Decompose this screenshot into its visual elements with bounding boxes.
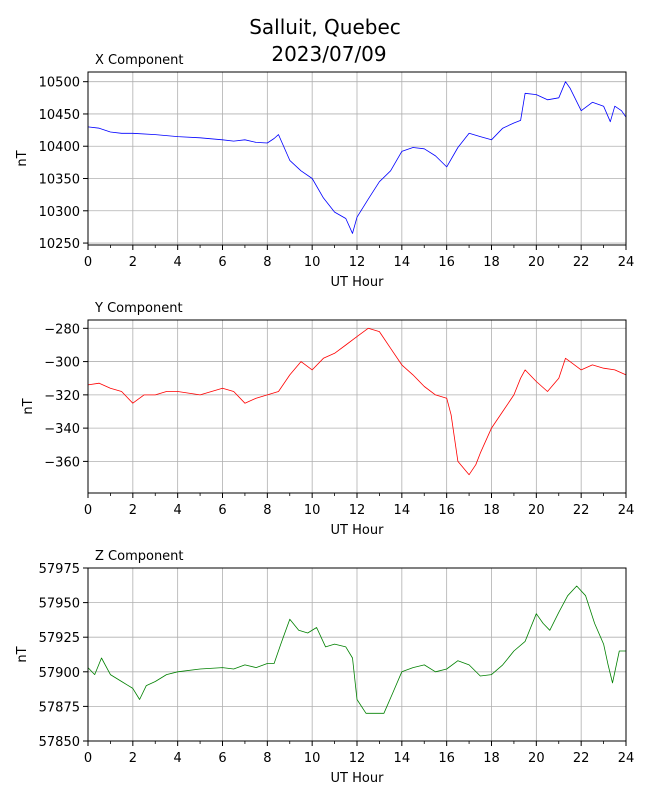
x-tick-label: 10 <box>304 751 321 766</box>
x-tick-label: 2 <box>129 255 137 270</box>
x-tick-label: 12 <box>349 503 366 518</box>
x-tick-label: 6 <box>218 255 226 270</box>
y-tick-label: −340 <box>44 422 80 437</box>
series-line <box>87 327 627 476</box>
x-tick-label: 16 <box>438 255 455 270</box>
x-axis-label: UT Hour <box>331 523 385 538</box>
x-tick-label: 8 <box>263 255 271 270</box>
figure-title: Salluit, Quebec <box>249 15 401 39</box>
series-line <box>87 585 626 714</box>
x-tick-label: 0 <box>84 255 92 270</box>
panel-title: X Component <box>95 53 184 68</box>
x-tick-label: 8 <box>263 751 271 766</box>
y-tick-label: 57975 <box>39 562 80 577</box>
x-tick-label: 24 <box>618 503 635 518</box>
panel-title: Z Component <box>95 549 184 564</box>
x-tick-label: 10 <box>304 255 321 270</box>
x-tick-label: 0 <box>84 751 92 766</box>
y-tick-label: 10400 <box>39 140 80 155</box>
y-tick-label: 10350 <box>39 173 80 188</box>
x-tick-label: 24 <box>618 255 635 270</box>
x-tick-label: 8 <box>263 503 271 518</box>
panels-container: 0 2 4 6 8 10 12 14 16 18 20 22 241025010300103501040… <box>15 53 634 786</box>
y-tick-label: −360 <box>44 455 80 470</box>
x-tick-label: 10 <box>304 503 321 518</box>
x-tick-label: 14 <box>394 751 411 766</box>
y-tick-label: 10250 <box>39 237 80 252</box>
x-tick-label: 18 <box>483 255 500 270</box>
y-tick-label: 57900 <box>39 666 80 681</box>
y-tick-label: 57850 <box>39 735 80 750</box>
x-tick-label: 18 <box>483 751 500 766</box>
x-tick-label: 4 <box>174 503 182 518</box>
y-tick-label: 10500 <box>39 76 80 91</box>
y-tick-label: −300 <box>44 356 80 371</box>
x-tick-label: 12 <box>349 751 366 766</box>
x-tick-label: 2 <box>129 751 137 766</box>
x-tick-label: 20 <box>528 255 545 270</box>
x-tick-label: 4 <box>174 751 182 766</box>
x-tick-label: 24 <box>618 751 635 766</box>
x-tick-label: 14 <box>394 503 411 518</box>
x-tick-label: 12 <box>349 255 366 270</box>
y-tick-label: 57925 <box>39 631 80 646</box>
panel-2: 0 2 4 6 8 10 12 14 16 18 20 22 24−280−300−320−340−36… <box>21 301 634 538</box>
x-tick-label: 16 <box>438 751 455 766</box>
figure-subtitle-date: 2023/07/09 <box>271 42 386 66</box>
x-tick-label: 6 <box>218 503 226 518</box>
x-tick-label: 20 <box>528 751 545 766</box>
y-tick-label: 10300 <box>39 205 80 220</box>
y-tick-label: 10450 <box>39 108 80 123</box>
x-tick-label: 22 <box>573 503 590 518</box>
y-axis-label: nT <box>15 150 30 166</box>
y-tick-label: 57875 <box>39 700 80 715</box>
x-axis-label: UT Hour <box>331 771 385 786</box>
y-tick-label: 57950 <box>39 597 80 612</box>
x-tick-label: 22 <box>573 751 590 766</box>
panel-title: Y Component <box>94 301 183 316</box>
panel-1: 0 2 4 6 8 10 12 14 16 18 20 22 241025010300103501040… <box>15 53 634 290</box>
x-tick-label: 2 <box>129 503 137 518</box>
x-tick-label: 18 <box>483 503 500 518</box>
y-axis-label: nT <box>15 646 30 662</box>
series-line <box>87 81 627 234</box>
y-axis-label: nT <box>21 398 36 414</box>
x-tick-label: 22 <box>573 255 590 270</box>
x-axis-label: UT Hour <box>331 275 385 290</box>
y-tick-label: −320 <box>44 389 80 404</box>
x-tick-label: 14 <box>394 255 411 270</box>
y-tick-label: −280 <box>44 322 80 337</box>
x-tick-label: 4 <box>174 255 182 270</box>
x-tick-label: 20 <box>528 503 545 518</box>
x-tick-label: 6 <box>218 751 226 766</box>
panel-3: 0 2 4 6 8 10 12 14 16 18 20 22 245785057875579005792… <box>15 549 634 786</box>
x-tick-label: 0 <box>84 503 92 518</box>
x-tick-label: 16 <box>438 503 455 518</box>
